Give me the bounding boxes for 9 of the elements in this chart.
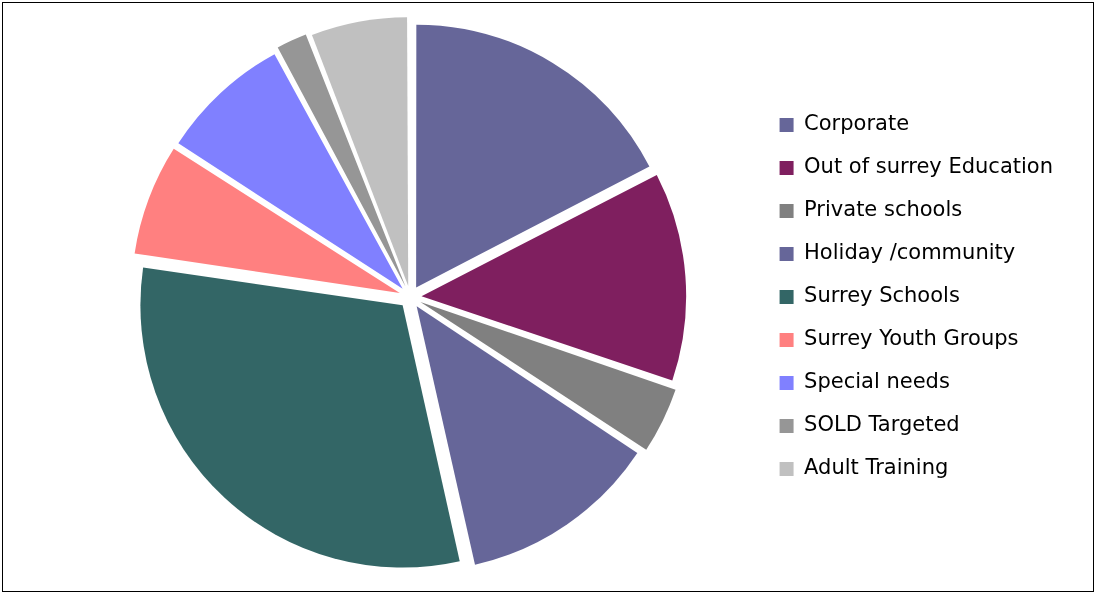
legend-label: Special needs [804, 369, 950, 394]
legend-label: Private schools [804, 197, 963, 222]
legend-label: Out of surrey Education [804, 154, 1054, 179]
legend-label: SOLD Targeted [804, 412, 960, 437]
legend-label: Surrey Schools [804, 283, 960, 308]
legend-label: Surrey Youth Groups [804, 326, 1019, 351]
legend-label: Adult Training [804, 455, 949, 480]
legend-label: Holiday /community [804, 240, 1016, 265]
legend-label: Corporate [804, 111, 910, 136]
